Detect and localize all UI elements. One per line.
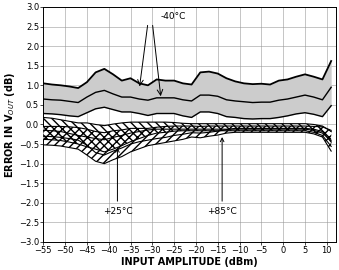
Text: -40°C: -40°C [161,12,186,21]
Text: +85°C: +85°C [207,138,237,216]
Text: +25°C: +25°C [103,149,132,216]
X-axis label: INPUT AMPLITUDE (dBm): INPUT AMPLITUDE (dBm) [121,256,258,266]
Y-axis label: ERROR IN V$_{OUT}$ (dB): ERROR IN V$_{OUT}$ (dB) [3,71,18,178]
